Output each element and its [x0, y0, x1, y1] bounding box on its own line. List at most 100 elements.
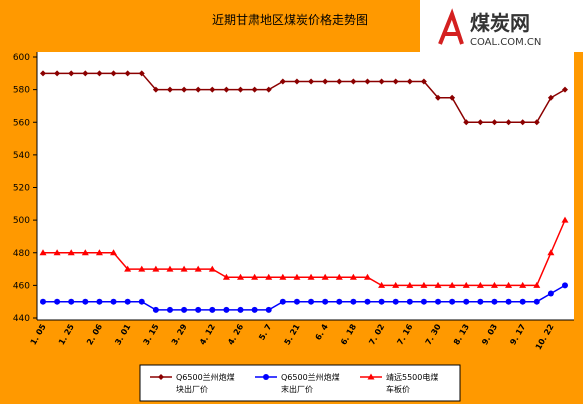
point [81, 249, 89, 256]
legend-marker [367, 373, 375, 380]
y-tick-label: 480 [13, 249, 30, 259]
point [322, 78, 329, 85]
series-line [43, 219, 566, 287]
point [519, 119, 526, 126]
point [547, 290, 554, 297]
point [293, 78, 300, 85]
point [435, 298, 442, 305]
point [505, 281, 513, 288]
point [166, 265, 174, 272]
point [547, 249, 555, 256]
point [547, 94, 554, 101]
point [223, 306, 230, 313]
legend-marker [158, 374, 164, 380]
point [449, 298, 456, 305]
point [350, 78, 357, 85]
point [449, 94, 456, 101]
point [96, 70, 103, 77]
point [54, 70, 61, 77]
point [350, 298, 357, 305]
point [209, 306, 216, 313]
point [181, 86, 188, 93]
point [434, 281, 442, 288]
point [392, 298, 399, 305]
point [293, 298, 300, 305]
point [181, 306, 188, 313]
point [40, 70, 46, 77]
point [293, 273, 301, 280]
point [491, 298, 498, 305]
y-tick-label: 460 [13, 281, 30, 291]
point [308, 78, 315, 85]
point [307, 273, 315, 280]
point [463, 298, 470, 305]
point [195, 306, 202, 313]
y-tick-label: 520 [13, 184, 30, 194]
logo-url: COAL.COM.CN [470, 37, 541, 48]
legend-label-line: 块出厂价 [176, 384, 208, 394]
legend [139, 364, 461, 402]
point [392, 281, 400, 288]
point [95, 249, 103, 256]
point [110, 298, 117, 305]
point [223, 86, 230, 93]
point [208, 265, 216, 272]
point [476, 281, 484, 288]
point [519, 281, 527, 288]
point [53, 249, 61, 256]
point [378, 281, 386, 288]
point [406, 298, 413, 305]
legend-label-line: Q6500兰州炮煤 [176, 372, 235, 382]
plot-area [37, 52, 574, 320]
point [505, 119, 512, 126]
point [322, 298, 329, 305]
point [237, 273, 245, 280]
point [561, 216, 569, 223]
y-tick-label: 600 [13, 53, 30, 63]
point [251, 273, 259, 280]
point [562, 86, 568, 93]
point [265, 306, 272, 313]
point [378, 298, 385, 305]
point [67, 249, 75, 256]
legend-label: Q6500兰州炮煤末出厂价 [281, 372, 340, 394]
point [490, 281, 498, 288]
point [68, 298, 75, 305]
point [124, 70, 131, 77]
point [110, 70, 117, 77]
point [237, 86, 244, 93]
point [152, 86, 159, 93]
point [68, 70, 75, 77]
point [364, 78, 371, 85]
point [265, 273, 273, 280]
point [505, 298, 512, 305]
point [110, 249, 118, 256]
point [435, 94, 442, 101]
point [308, 298, 315, 305]
point [166, 306, 173, 313]
point [138, 265, 146, 272]
point [251, 306, 258, 313]
point [392, 78, 399, 85]
point [336, 78, 343, 85]
logo-icon [438, 8, 464, 45]
point [279, 298, 286, 305]
y-tick-label: 440 [13, 314, 30, 324]
legend-label: 靖远5500电煤车板价 [386, 372, 438, 394]
legend-marker [263, 374, 269, 380]
point [378, 78, 385, 85]
legend-label-line: 车板价 [386, 384, 410, 394]
point [533, 119, 540, 126]
point [491, 119, 498, 126]
point [562, 282, 568, 289]
point [420, 298, 427, 305]
point [124, 298, 131, 305]
legend-label-line: 靖远5500电煤 [386, 372, 438, 382]
legend-label-line: 末出厂价 [281, 384, 313, 394]
y-tick-label: 540 [13, 151, 30, 161]
y-tick-label: 560 [13, 118, 30, 128]
point [477, 119, 484, 126]
point [335, 273, 343, 280]
point [463, 119, 470, 126]
